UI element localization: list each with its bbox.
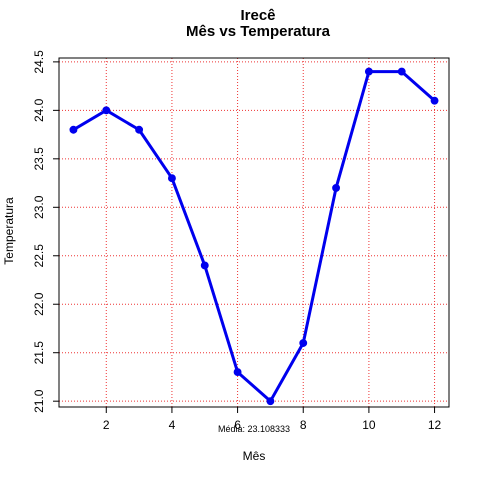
- series-line: [71, 70, 437, 403]
- x-axis-label: Mês: [243, 449, 266, 463]
- grid-lines: [59, 58, 449, 407]
- x-tick-label: 4: [169, 418, 176, 432]
- x-tick-label: 2: [103, 418, 110, 432]
- y-tick-label: 23.5: [32, 147, 46, 171]
- y-tick-label: 23.0: [32, 195, 46, 219]
- chart-subtitle: Mês vs Temperatura: [186, 23, 331, 40]
- data-point: [200, 261, 209, 270]
- y-tick-label: 21.0: [32, 389, 46, 413]
- chart-title: Irecê: [240, 7, 275, 24]
- mean-annotation: Média: 23.108333: [218, 424, 290, 434]
- y-axis-label: Temperatura: [2, 197, 16, 265]
- data-point: [332, 183, 341, 192]
- data-point: [102, 106, 111, 115]
- y-tick-label: 21.5: [32, 341, 46, 365]
- y-tick-label: 24.0: [32, 98, 46, 122]
- y-tick-label: 22.5: [32, 244, 46, 268]
- x-tick-label: 8: [300, 418, 307, 432]
- axis-ticks: 2 4 6 8 10 12 21.0 21.5 22.0 22.5 23.0 23.5 24.0 24.5: [32, 50, 442, 432]
- data-point: [266, 397, 275, 406]
- data-point: [430, 96, 439, 105]
- x-tick-label: 6: [234, 418, 241, 432]
- x-tick-label: 12: [428, 418, 442, 432]
- y-tick-label: 22.0: [32, 292, 46, 316]
- data-point: [364, 67, 373, 76]
- data-point: [135, 125, 144, 134]
- x-tick-label: 10: [362, 418, 376, 432]
- plot-frame: [58, 57, 450, 408]
- data-point: [397, 67, 406, 76]
- y-tick-label: 24.5: [32, 50, 46, 74]
- data-point: [299, 339, 308, 347]
- series-temperatura: [69, 67, 439, 406]
- data-point: [167, 174, 176, 183]
- data-point: [69, 125, 78, 134]
- data-point: [233, 368, 242, 377]
